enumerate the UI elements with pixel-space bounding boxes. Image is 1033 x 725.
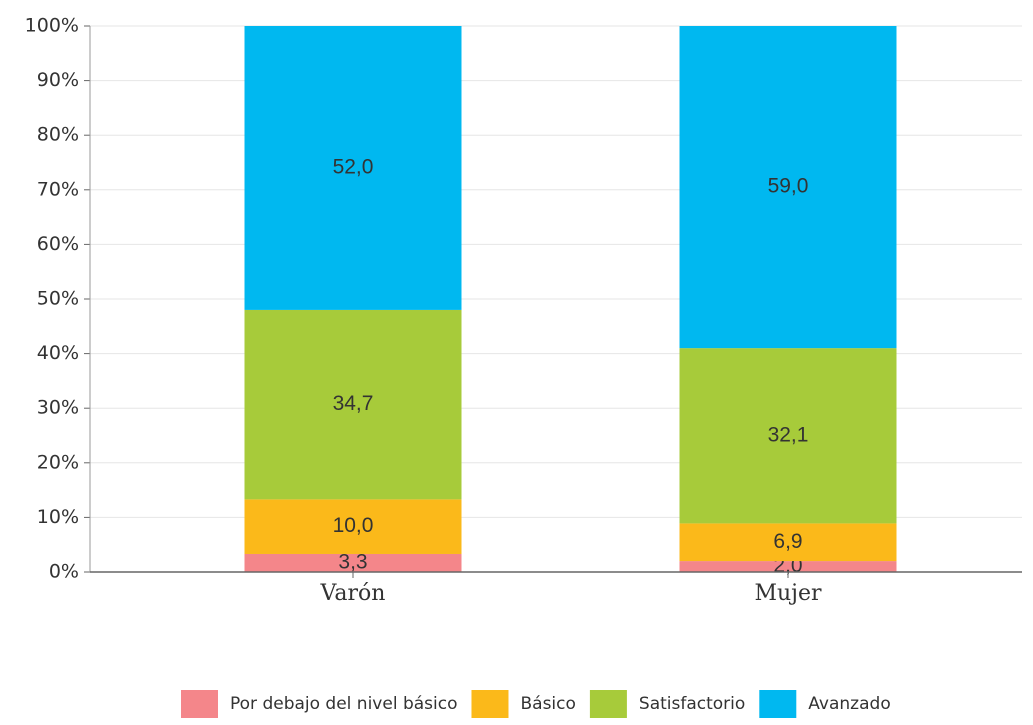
y-tick-label: 20% [37,451,79,473]
x-tick-label: Varón [320,581,386,606]
y-tick-label: 70% [37,178,79,200]
y-tick-label: 50% [37,288,79,310]
value-label: 3,3 [338,551,367,574]
y-tick-label: 100% [25,15,79,37]
y-tick-label: 80% [37,124,79,146]
bar-segment [679,523,897,562]
value-label: 32,1 [768,423,809,446]
bar-segment [244,309,462,500]
y-tick-label: 60% [37,233,79,255]
bar-segment [244,499,462,554]
bar-segment [679,26,897,349]
legend-label: Satisfactorio [639,694,745,714]
legend-swatch [759,690,797,718]
bar-segment [244,26,462,310]
bar-segment [679,348,897,524]
y-tick-label: 10% [37,506,79,528]
value-label: 6,9 [773,530,802,553]
bar-segment [244,553,462,572]
x-tick-label: Mujer [754,581,822,606]
legend-swatch [471,690,509,718]
value-label: 10,0 [333,514,374,537]
value-label: 52,0 [333,156,374,179]
legend-label: Básico [520,694,575,714]
y-tick-label: 30% [37,397,79,419]
bar-segment [679,561,897,572]
value-label: 59,0 [768,175,809,198]
y-tick-label: 0% [49,561,79,583]
value-label: 34,7 [333,392,374,415]
y-tick-label: 40% [37,342,79,364]
y-tick-label: 90% [37,69,79,91]
legend-label: Avanzado [808,694,890,714]
legend-swatch [181,690,218,718]
legend-swatch [589,690,627,718]
legend-label: Por debajo del nivel básico [230,694,457,714]
